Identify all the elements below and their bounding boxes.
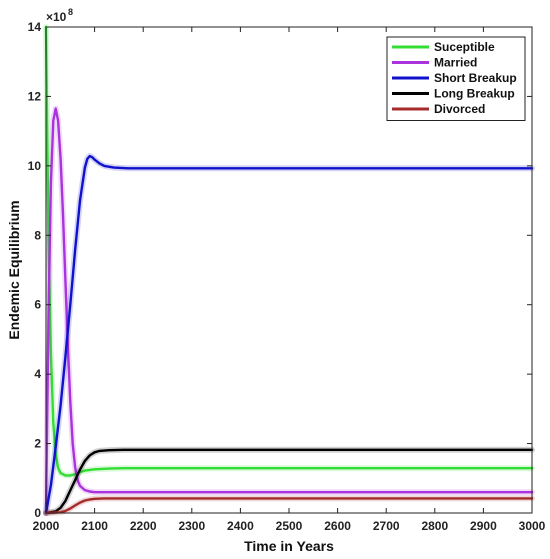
x-tick-label: 2000 [33,519,60,533]
x-tick-label: 3000 [519,519,546,533]
y-axis-title: Endemic Equilibrium [6,200,22,339]
y-multiplier-exponent: 8 [68,7,73,17]
y-tick-label: 10 [28,159,42,173]
y-multiplier-base: ×10 [46,10,67,24]
series-line-0 [44,25,534,477]
legend-label: Long Breakup [434,87,515,101]
y-axis: 0 2 4 6 8 10 12 14 [28,20,532,520]
y-tick-label: 4 [34,367,41,381]
series-line-3 [44,448,534,515]
x-axis: 2000 2100 2200 2300 2400 2500 2600 2700 2800 2900… [33,27,546,533]
legend-label: Divorced [434,102,485,116]
x-tick-label: 2600 [324,519,351,533]
y-tick-label: 0 [34,506,41,520]
x-tick-label: 2300 [178,519,205,533]
x-tick-label: 2800 [421,519,448,533]
x-tick-label: 2100 [81,519,108,533]
y-tick-label: 8 [34,228,41,242]
series-line-2 [44,154,534,515]
y-tick-label: 14 [28,20,42,34]
legend-label: Short Breakup [434,71,517,85]
legend-label: Suceptible [434,40,495,54]
x-tick-label: 2200 [130,519,157,533]
y-tick-label: 2 [34,437,41,451]
x-tick-label: 2400 [227,519,254,533]
legend-label: Married [434,56,477,70]
series-line-1 [44,107,534,515]
x-tick-label: 2500 [276,519,303,533]
y-tick-label: 6 [34,298,41,312]
x-tick-label: 2900 [470,519,497,533]
y-tick-label: 12 [28,89,42,103]
x-axis-title: Time in Years [244,538,334,554]
series-line-4 [44,497,534,515]
x-tick-label: 2700 [373,519,400,533]
series-layer [43,24,535,516]
